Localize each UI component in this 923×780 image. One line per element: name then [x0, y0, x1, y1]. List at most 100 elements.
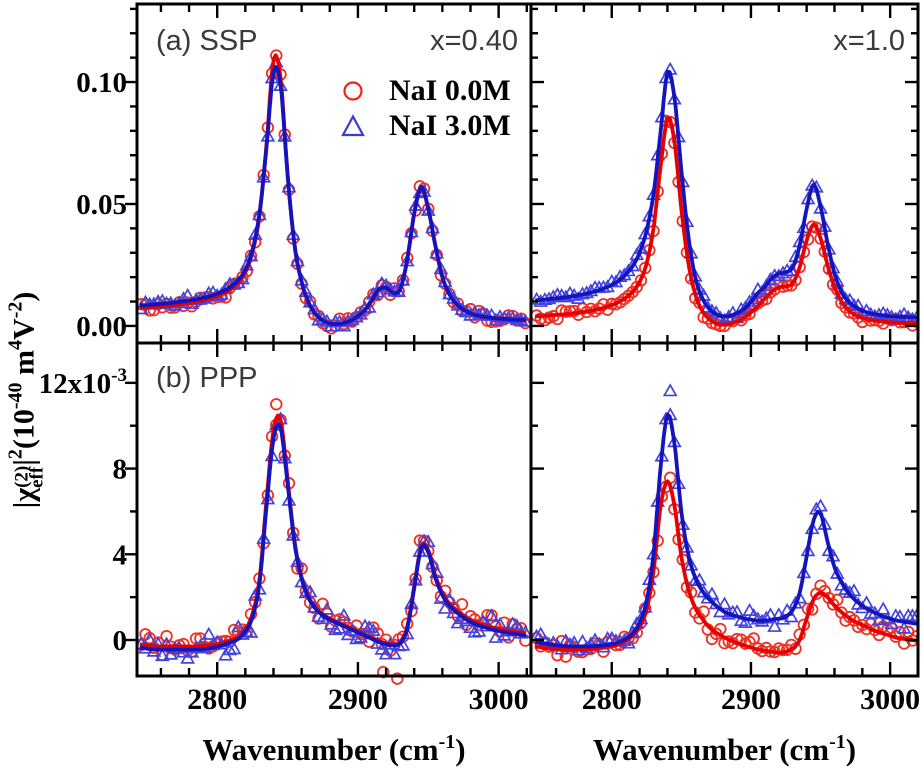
- data-point-triangle: [700, 590, 716, 604]
- y-title-chi-scripts: (2) eff: [11, 466, 48, 488]
- data-point-circle: [189, 632, 203, 645]
- data-point-triangle: [450, 615, 466, 629]
- data-point-triangle: [875, 601, 891, 615]
- y-title-sub-eff: eff: [26, 466, 48, 488]
- x-axis-title-sup: -1: [438, 731, 456, 753]
- fit-curve-red: [534, 479, 918, 655]
- x-tick-label: 2900: [328, 683, 388, 716]
- y-title-squared: 2: [4, 449, 27, 460]
- y-title-units-open: (10: [7, 409, 41, 450]
- legend-circle-icon: [343, 81, 363, 101]
- data-point-triangle: [545, 289, 561, 303]
- x-axis-title-right: Wavenumber (cm-1): [531, 731, 918, 768]
- y-title-units-m: m: [7, 349, 41, 383]
- data-point-triangle: [230, 619, 246, 633]
- curves-ssp-x040: [139, 53, 526, 326]
- data-point-triangle: [226, 641, 242, 655]
- data-point-triangle: [306, 599, 322, 613]
- x-axis-title-sup: -1: [829, 731, 846, 753]
- x-axis-title-close: ): [455, 732, 466, 767]
- x-axis-title-close: ): [845, 732, 857, 767]
- panel-b-annotation: x=1.0: [833, 25, 905, 57]
- y-tick-label: 0: [113, 625, 128, 657]
- legend-item-nai-0m: NaI 0.0M: [389, 74, 511, 107]
- y-title-exp-4: 4: [4, 339, 27, 350]
- x-tick-label: 2800: [187, 683, 247, 716]
- data-point-triangle: [370, 284, 385, 298]
- fit-curve-red: [535, 116, 918, 327]
- x-tick-label: 3000: [860, 683, 920, 716]
- data-point-triangle: [484, 307, 499, 321]
- markers-ppp-x10: [531, 383, 918, 663]
- data-point-triangle: [332, 620, 347, 634]
- data-point-circle: [455, 598, 469, 611]
- data-point-circle: [747, 632, 760, 645]
- panel-c-label: (b) PPP: [156, 362, 258, 394]
- data-point-triangle: [838, 291, 853, 305]
- data-point-triangle: [846, 583, 862, 597]
- data-point-triangle: [742, 602, 757, 616]
- data-point-triangle: [746, 291, 762, 305]
- data-point-circle: [630, 280, 643, 294]
- x-axis-title-left: Wavenumber (cm-1): [137, 731, 531, 768]
- data-point-triangle: [319, 601, 335, 615]
- y-axis-title: |χ (2) eff |2(10-40 m4V-2): [4, 40, 48, 760]
- x-tick-label: 3000: [469, 683, 529, 716]
- data-point-triangle: [884, 616, 899, 630]
- y-tick-label: 0.05: [76, 189, 127, 221]
- curves-ssp-x10: [535, 69, 918, 327]
- data-point-triangle: [758, 278, 774, 292]
- data-point-triangle: [349, 631, 364, 645]
- data-point-triangle: [484, 608, 499, 622]
- data-point-triangle: [813, 498, 828, 512]
- fit-curve-blue: [534, 412, 918, 649]
- data-point-triangle: [533, 626, 549, 640]
- data-point-triangle: [184, 644, 200, 658]
- outlier-point: [270, 398, 283, 411]
- y-tick-label: 0.00: [76, 311, 127, 343]
- data-point-triangle: [437, 600, 453, 614]
- data-point-triangle: [488, 629, 504, 643]
- data-point-triangle: [717, 596, 732, 610]
- y-title-bar: |: [7, 459, 41, 466]
- y-title-exp-40: -40: [4, 382, 27, 410]
- outlier-point: [391, 672, 404, 685]
- y-tick-label: 12x10-3: [39, 365, 127, 400]
- y-title-chi: |χ: [7, 487, 41, 509]
- data-point-circle: [822, 591, 836, 605]
- data-point-triangle: [328, 622, 343, 636]
- data-point-triangle: [821, 543, 837, 557]
- y-title-exp-neg2: -2: [4, 301, 27, 319]
- fit-curve-blue: [535, 69, 918, 320]
- data-point-triangle: [366, 623, 381, 636]
- y-tick-label: 0.10: [76, 67, 127, 99]
- x-tick-label: 2900: [721, 683, 781, 716]
- data-point-triangle: [387, 646, 402, 660]
- data-point-triangle: [391, 284, 407, 298]
- fit-curve-blue: [139, 65, 526, 326]
- data-point-circle: [160, 629, 173, 643]
- panel-a-annotation: x=0.40: [430, 25, 518, 57]
- data-point-triangle: [738, 614, 753, 628]
- data-point-triangle: [871, 612, 887, 626]
- data-point-triangle: [896, 620, 912, 634]
- y-tick-label: 8: [113, 454, 128, 486]
- data-point-circle: [856, 618, 869, 632]
- data-point-triangle: [378, 646, 394, 660]
- data-point-triangle: [704, 586, 720, 600]
- data-point-triangle: [336, 607, 352, 621]
- data-point-triangle: [625, 258, 640, 272]
- data-point-triangle: [767, 618, 782, 632]
- curves-ppp-x10: [534, 412, 918, 655]
- fit-curve-blue: [139, 422, 527, 652]
- x-axis-title-text: Wavenumber (cm: [202, 732, 439, 767]
- data-point-triangle: [154, 648, 170, 662]
- data-point-triangle: [758, 610, 774, 624]
- panel-a-label: (a) SSP: [156, 25, 258, 57]
- data-point-triangle: [467, 624, 483, 638]
- x-axis-title-text: Wavenumber (cm: [592, 732, 830, 767]
- panel-border-ppp-x10: [529, 341, 920, 678]
- data-point-triangle: [222, 642, 238, 656]
